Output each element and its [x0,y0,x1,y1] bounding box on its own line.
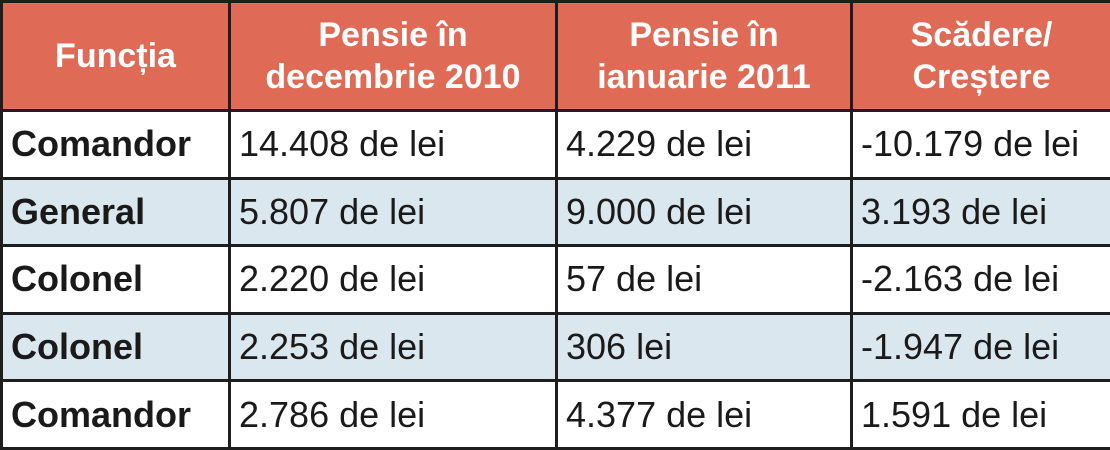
table-cell: 2.253 de lei [228,311,558,383]
table-cell: -10.179 de lei [850,109,1110,180]
table-cell: 2.786 de lei [228,379,558,450]
row-label: Colonel [0,244,231,315]
row-label: Colonel [0,311,231,383]
table-cell: -2.163 de lei [850,244,1110,315]
row-label: Comandor [0,379,231,450]
table-cell: 2.220 de lei [228,244,558,315]
header-cell: Scădere/ Creștere [850,0,1110,112]
table-row: Colonel 2.253 de lei 306 lei -1.947 de lei [0,311,1110,383]
table-cell: 3.193 de lei [850,176,1110,248]
header-cell: Funcția [0,0,231,112]
table-body: Comandor 14.408 de lei 4.229 de lei -10.179… [0,109,1110,450]
row-label: Comandor [0,109,231,180]
table-cell: -1.947 de lei [850,311,1110,383]
table-row: Comandor 14.408 de lei 4.229 de lei -10.179… [0,109,1110,180]
table-cell: 5.807 de lei [228,176,558,248]
table-cell: 4.229 de lei [555,109,853,180]
table-cell: 4.377 de lei [555,379,853,450]
table-row: General 5.807 de lei 9.000 de lei 3.193 de … [0,176,1110,248]
table-cell: 57 de lei [555,244,853,315]
table-cell: 14.408 de lei [228,109,558,180]
header-cell: Pensie în decembrie 2010 [228,0,558,112]
table-cell: 9.000 de lei [555,176,853,248]
table-cell: 1.591 de lei [850,379,1110,450]
header-cell: Pensie în ianuarie 2011 [555,0,853,112]
table-cell: 306 lei [555,311,853,383]
table-row: Colonel 2.220 de lei 57 de lei -2.163 de le… [0,244,1110,315]
row-label: General [0,176,231,248]
header-row: Funcția Pensie în decembrie 2010 Pensie în… [0,0,1110,112]
table-row: Comandor 2.786 de lei 4.377 de lei 1.591 de… [0,379,1110,450]
